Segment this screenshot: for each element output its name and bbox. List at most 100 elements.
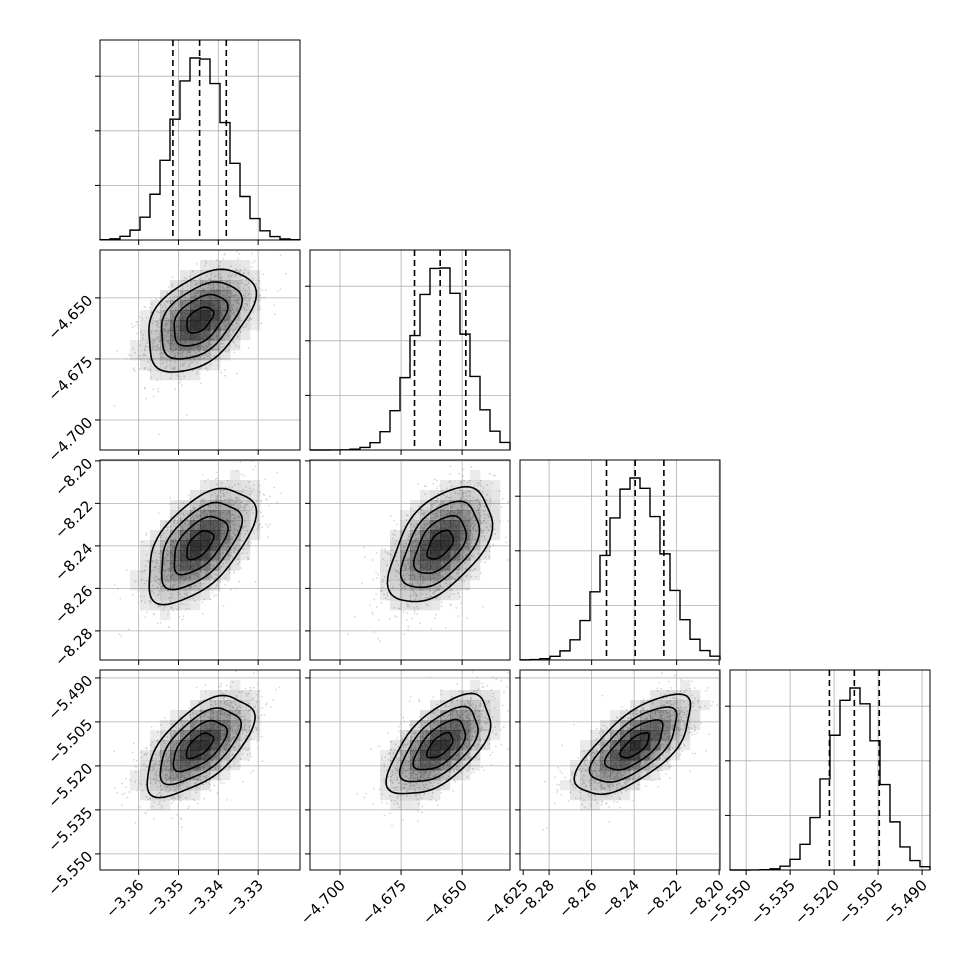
density-cell (220, 700, 231, 711)
density-cell (390, 600, 401, 611)
hist-bottom-ticks-2 (548, 660, 720, 665)
hist-panel-1 (305, 249, 511, 451)
density-cell (230, 260, 241, 271)
density-cell (180, 760, 191, 771)
contour-3 (146, 694, 256, 799)
density-cell (220, 560, 231, 571)
density-cell (180, 540, 191, 551)
density-cell (440, 760, 451, 771)
density-cell (580, 770, 591, 781)
density-cell (140, 360, 151, 371)
density-cell (440, 480, 451, 491)
contour-3 (148, 487, 258, 606)
density-cell (630, 700, 641, 711)
density-cell (180, 330, 191, 341)
density-cell (170, 370, 181, 381)
density-cell (440, 590, 451, 601)
density-cell (160, 760, 171, 771)
density-cell (450, 690, 461, 701)
density-cell (460, 500, 471, 511)
density-cell (450, 730, 461, 741)
density-cell (140, 770, 151, 781)
density-cell (450, 710, 461, 721)
density-cell (130, 350, 141, 361)
density-cell (390, 580, 401, 591)
density-cell (170, 530, 181, 541)
density-cell (240, 710, 251, 721)
density-cell (440, 540, 451, 551)
density-cell (450, 570, 461, 581)
density-cell (460, 540, 471, 551)
density-panel-3-1 (309, 669, 511, 871)
density-cell (160, 780, 171, 791)
x-axis-3: −5.550−5.535−5.520−5.505−5.490 (703, 870, 931, 928)
density-cell (420, 590, 431, 601)
density-cell (200, 590, 211, 601)
density-cell (640, 750, 651, 761)
density-cell (180, 770, 191, 781)
density-cell (660, 740, 671, 751)
density-cell (440, 570, 451, 581)
density-cell (480, 520, 491, 531)
density-cell (190, 290, 201, 301)
density-cell (180, 270, 191, 281)
density-cell (140, 580, 151, 591)
density-cell (580, 790, 591, 801)
x-tick-label: −3.34 (182, 876, 227, 921)
density-cell (420, 550, 431, 561)
density-cell (640, 710, 651, 721)
density-cell (430, 780, 441, 791)
density-cell (450, 700, 461, 711)
density-cell (240, 750, 251, 761)
density-cell (220, 480, 231, 491)
density-cell (410, 540, 421, 551)
y-tick-label: −4.700 (44, 414, 96, 466)
density-cell (210, 510, 221, 521)
x-axis-0: −3.36−3.35−3.34−3.33 (102, 870, 267, 921)
density-cell (150, 760, 161, 771)
density-cell (430, 710, 441, 721)
density-cell (240, 720, 251, 731)
density-cell (620, 750, 631, 761)
density-cell (230, 500, 241, 511)
density-cell (670, 700, 681, 711)
panel-frame (99, 39, 301, 241)
density-cell (140, 760, 151, 771)
density-cell (390, 570, 401, 581)
density-cell (160, 590, 171, 601)
density-cell (430, 720, 441, 731)
density-cell (170, 500, 181, 511)
density-cell (380, 780, 391, 791)
density-cell (200, 780, 211, 791)
density-cell (190, 590, 201, 601)
density-cell (650, 730, 661, 741)
density-cell (620, 770, 631, 781)
density-cell (480, 730, 491, 741)
contour-0 (425, 731, 454, 759)
density-cell (210, 750, 221, 761)
density-cell (200, 530, 211, 541)
density-cell (640, 720, 651, 731)
density-cell (680, 740, 691, 751)
density-cell (390, 530, 401, 541)
density-cell (190, 580, 201, 591)
density-cell (190, 700, 201, 711)
density-cell (390, 590, 401, 601)
density-cell (190, 550, 201, 561)
density-cell (150, 550, 161, 561)
density-cell (460, 720, 471, 731)
panel-frame (99, 669, 301, 871)
density-cell (190, 310, 201, 321)
density-cell (430, 750, 441, 761)
density-cell (140, 590, 151, 601)
density-cell (210, 580, 221, 591)
density-cell (430, 790, 441, 801)
density-panel-2-0 (99, 459, 301, 661)
density-cell (420, 720, 431, 731)
density-cell (380, 750, 391, 761)
density-cell (180, 320, 191, 331)
density-cell (140, 560, 151, 571)
density-cell (200, 770, 211, 781)
density-cell (220, 280, 231, 291)
density-cell (440, 730, 451, 741)
